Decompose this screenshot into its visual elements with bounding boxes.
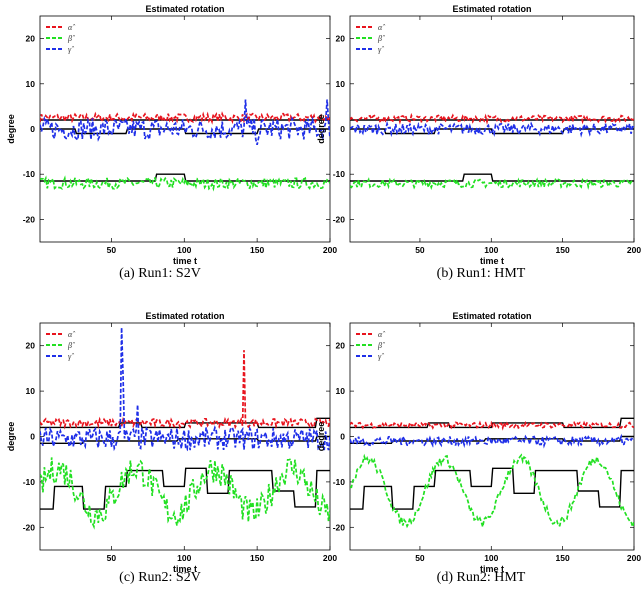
y-tick-label: 10 [26, 386, 36, 396]
legend-label-beta: β̂ [377, 34, 385, 43]
y-axis-label: degree [6, 422, 16, 452]
series-alpha-estimate [40, 350, 330, 430]
x-axis-label: time t [173, 256, 197, 266]
truth-line-1 [40, 417, 330, 429]
y-tick-label: -20 [23, 522, 36, 532]
x-tick-label: 50 [415, 245, 425, 255]
y-tick-label: 20 [336, 341, 346, 351]
chart-title: Estimated rotation [452, 4, 531, 14]
truth-line-3 [40, 467, 330, 510]
legend-label-gamma: γ̂ [378, 352, 384, 361]
y-tick-label: 0 [340, 124, 345, 134]
y-axis-label: degree [6, 114, 16, 144]
truth-line-2 [40, 128, 330, 135]
chart-title: Estimated rotation [145, 4, 224, 14]
x-axis-label: time t [173, 564, 197, 574]
plot-area [350, 112, 634, 190]
legend-label-alpha: α̂ [68, 330, 75, 339]
panel-caption: (d) Run2: HMT [437, 570, 526, 585]
x-tick-label: 150 [556, 245, 570, 255]
panel-caption: (c) Run2: S2V [119, 570, 201, 585]
y-tick-label: -20 [333, 214, 346, 224]
x-tick-label: 200 [627, 245, 641, 255]
legend: α̂ β̂ γ̂ [46, 330, 75, 361]
legend: α̂ β̂ γ̂ [356, 23, 385, 54]
x-tick-label: 100 [484, 245, 498, 255]
panel-caption: (a) Run1: S2V [119, 266, 201, 281]
y-tick-label: 10 [336, 386, 346, 396]
legend-label-beta: β̂ [67, 341, 75, 350]
legend: α̂ β̂ γ̂ [356, 330, 385, 361]
series-gamma-estimate [350, 433, 634, 449]
y-tick-label: 20 [336, 34, 346, 44]
truth-line-3 [350, 467, 634, 510]
legend-label-gamma: γ̂ [68, 45, 74, 54]
legend-label-alpha: α̂ [378, 23, 385, 32]
y-tick-label: -10 [333, 477, 346, 487]
x-tick-label: 100 [484, 553, 498, 563]
truth-line-3 [350, 173, 634, 182]
plot-area [350, 417, 634, 530]
chart-title: Estimated rotation [145, 311, 224, 321]
legend-label-beta: β̂ [67, 34, 75, 43]
y-tick-label: 10 [26, 79, 36, 89]
y-tick-label: 10 [336, 79, 346, 89]
x-tick-label: 100 [177, 553, 191, 563]
legend: α̂ β̂ γ̂ [46, 23, 75, 54]
x-tick-label: 100 [177, 245, 191, 255]
legend-label-alpha: α̂ [378, 330, 385, 339]
y-tick-label: 20 [26, 34, 36, 44]
x-tick-label: 50 [107, 245, 117, 255]
series-alpha-estimate [350, 420, 634, 431]
series-beta-estimate [350, 176, 634, 190]
plot-frame [39, 322, 331, 551]
x-tick-label: 200 [627, 553, 641, 563]
y-tick-label: 20 [26, 341, 36, 351]
y-tick-label: -10 [23, 477, 36, 487]
x-tick-label: 50 [415, 553, 425, 563]
legend-label-beta: β̂ [377, 341, 385, 350]
y-axis-label: degree [316, 422, 326, 452]
series-beta-estimate [40, 175, 330, 192]
x-tick-label: 150 [250, 245, 264, 255]
plot-area [40, 327, 330, 530]
y-tick-label: 0 [30, 124, 35, 134]
y-tick-label: -10 [333, 169, 346, 179]
x-tick-label: 150 [556, 553, 570, 563]
x-axis-label: time t [480, 564, 504, 574]
series-gamma-estimate [350, 120, 634, 138]
chart-title: Estimated rotation [452, 311, 531, 321]
series-alpha-estimate [350, 112, 634, 125]
x-axis-label: time t [480, 256, 504, 266]
series-beta-estimate [350, 453, 634, 530]
series-gamma-estimate [40, 99, 330, 145]
y-tick-label: -20 [23, 214, 36, 224]
truth-line-3 [40, 173, 330, 182]
y-tick-label: -10 [23, 169, 36, 179]
y-axis-label: degree [316, 114, 326, 144]
x-tick-label: 200 [323, 553, 337, 563]
plot-area [40, 99, 330, 192]
y-tick-label: -20 [333, 522, 346, 532]
legend-label-gamma: γ̂ [378, 45, 384, 54]
y-tick-label: 0 [340, 432, 345, 442]
panel-caption: (b) Run1: HMT [437, 266, 526, 281]
x-tick-label: 150 [250, 553, 264, 563]
plot-frame [349, 322, 635, 551]
y-tick-label: 0 [30, 432, 35, 442]
series-gamma-estimate [40, 327, 330, 452]
series-beta-estimate [40, 457, 330, 530]
legend-label-gamma: γ̂ [68, 352, 74, 361]
legend-label-alpha: α̂ [68, 23, 75, 32]
x-tick-label: 200 [323, 245, 337, 255]
x-tick-label: 50 [107, 553, 117, 563]
